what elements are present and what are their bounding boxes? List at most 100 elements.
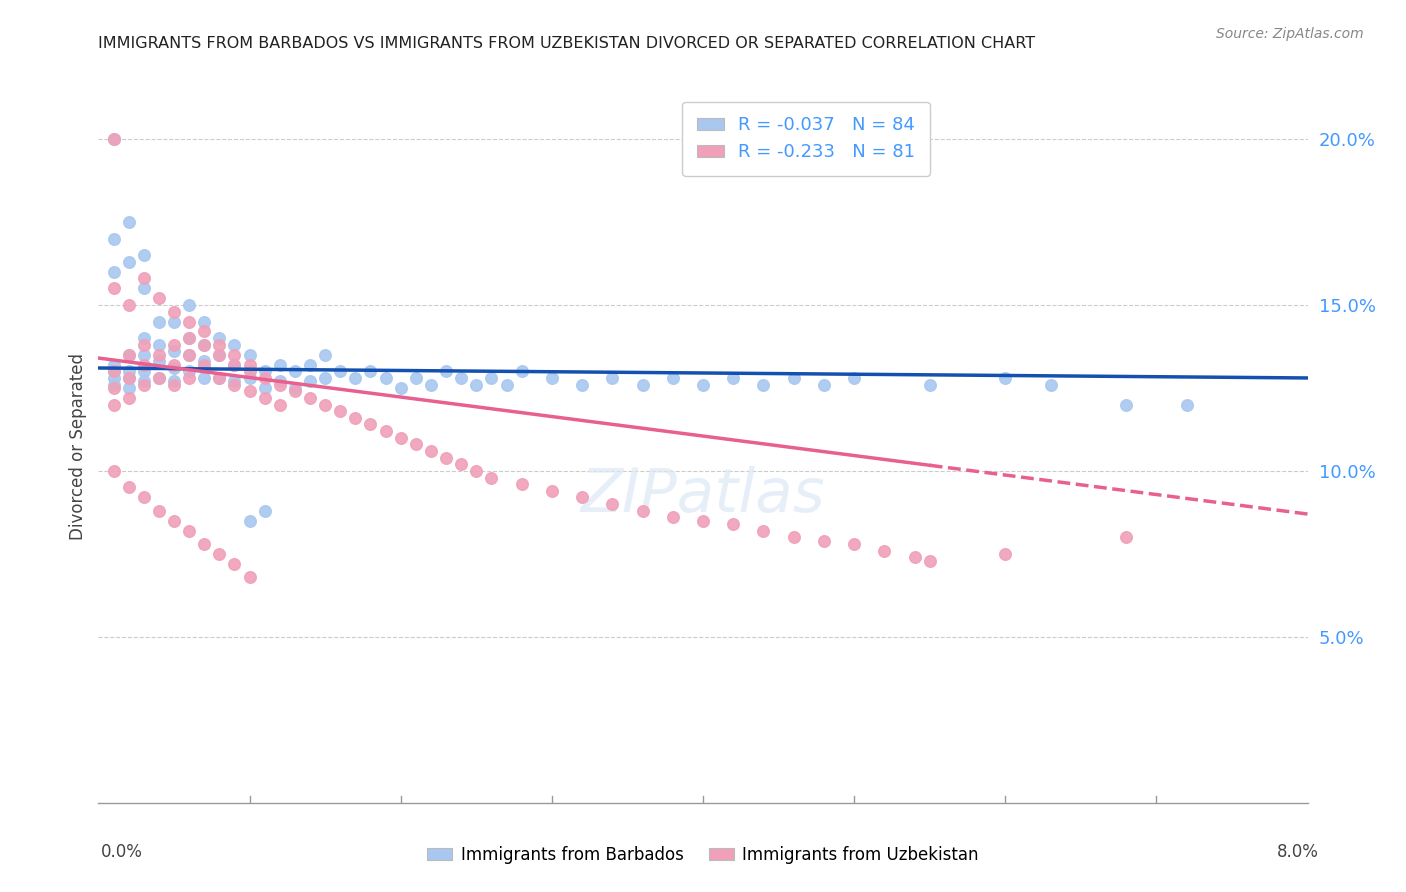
Point (360, 364, 382, 378)
Point (118, 391, 141, 405)
Point (1039, 377, 1062, 392)
Point (132, 374, 155, 388)
Point (118, 381, 141, 395)
Point (994, 371, 1017, 385)
Point (193, 537, 215, 551)
Point (103, 364, 125, 378)
Point (314, 348, 336, 362)
Point (118, 348, 141, 362)
Point (1175, 397, 1198, 411)
Point (253, 371, 276, 385)
Point (132, 338, 155, 352)
Point (179, 348, 201, 362)
Point (389, 431, 412, 445)
Point (148, 504, 170, 518)
Point (918, 377, 941, 392)
Point (465, 464, 488, 478)
Point (374, 424, 396, 438)
Point (163, 514, 186, 528)
Point (148, 371, 170, 385)
Point (299, 391, 322, 405)
Point (1115, 530, 1137, 544)
Point (239, 364, 262, 378)
Point (329, 364, 352, 378)
Point (224, 377, 246, 392)
Point (148, 348, 170, 362)
Point (179, 371, 201, 385)
Point (314, 397, 336, 411)
Point (103, 464, 125, 478)
Point (602, 371, 624, 385)
Point (208, 338, 231, 352)
Point (752, 377, 775, 392)
Point (118, 254, 141, 268)
Point (284, 364, 307, 378)
Point (904, 550, 927, 565)
Point (405, 437, 427, 451)
Point (132, 358, 155, 372)
Point (163, 344, 186, 359)
Point (179, 331, 201, 345)
Point (269, 377, 291, 392)
Point (148, 371, 170, 385)
Point (299, 358, 322, 372)
Point (163, 374, 186, 388)
Point (103, 364, 125, 378)
Point (224, 557, 246, 571)
Text: ZIPatlas: ZIPatlas (581, 467, 825, 525)
Point (631, 377, 654, 392)
Point (179, 298, 201, 312)
Point (692, 377, 714, 392)
Point (389, 381, 412, 395)
Point (481, 470, 503, 484)
Point (132, 348, 155, 362)
Point (193, 371, 215, 385)
Point (239, 371, 262, 385)
Point (239, 570, 262, 584)
Point (253, 504, 276, 518)
Point (132, 281, 155, 295)
Point (148, 338, 170, 352)
Point (239, 358, 262, 372)
Point (723, 371, 745, 385)
Point (118, 364, 141, 378)
Point (103, 132, 125, 146)
Point (344, 371, 367, 385)
Text: Source: ZipAtlas.com: Source: ZipAtlas.com (1216, 27, 1364, 41)
Point (239, 348, 262, 362)
Point (269, 374, 291, 388)
Point (224, 348, 246, 362)
Point (239, 384, 262, 399)
Point (224, 358, 246, 372)
Text: 8.0%: 8.0% (1277, 843, 1319, 861)
Point (118, 215, 141, 229)
Point (103, 358, 125, 372)
Point (179, 314, 201, 328)
Point (918, 553, 941, 567)
Point (314, 371, 336, 385)
Point (224, 338, 246, 352)
Point (631, 504, 654, 518)
Point (208, 348, 231, 362)
Point (510, 477, 533, 491)
Point (208, 371, 231, 385)
Point (148, 314, 170, 328)
Point (163, 377, 186, 392)
Point (179, 364, 201, 378)
Point (374, 371, 396, 385)
Point (329, 404, 352, 418)
Point (163, 358, 186, 372)
Point (813, 533, 835, 548)
Point (179, 348, 201, 362)
Point (571, 377, 593, 392)
Point (873, 543, 896, 558)
Point (813, 377, 835, 392)
Text: IMMIGRANTS FROM BARBADOS VS IMMIGRANTS FROM UZBEKISTAN DIVORCED OR SEPARATED COR: IMMIGRANTS FROM BARBADOS VS IMMIGRANTS F… (98, 36, 1036, 51)
Point (118, 298, 141, 312)
Point (103, 397, 125, 411)
Point (224, 374, 246, 388)
Point (1115, 397, 1137, 411)
Point (450, 457, 472, 471)
Point (602, 497, 624, 511)
Point (132, 377, 155, 392)
